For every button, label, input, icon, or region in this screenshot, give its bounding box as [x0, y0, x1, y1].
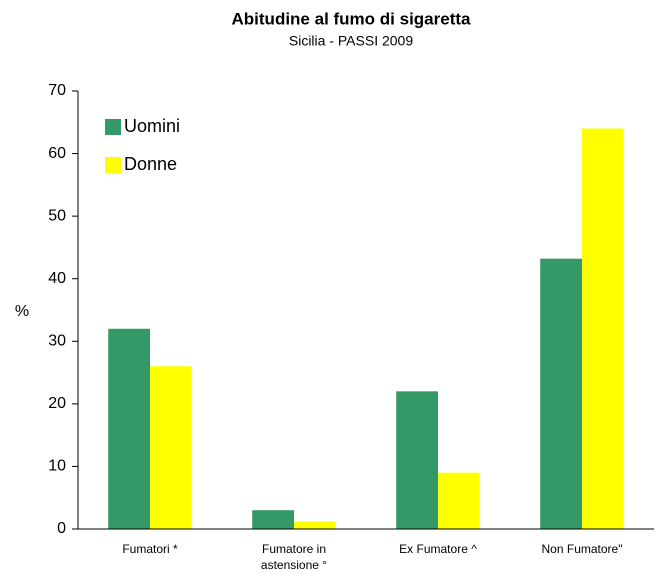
- x-tick-label: Ex Fumatore ^: [399, 542, 477, 556]
- legend-swatch: [105, 119, 121, 135]
- legend-label: Donne: [124, 154, 177, 174]
- x-tick-label: Fumatore in astensione °: [260, 542, 328, 572]
- bar: [150, 366, 192, 529]
- bar: [294, 521, 336, 529]
- x-tick-label: Non Fumatore": [541, 542, 623, 556]
- y-tick-label: 50: [48, 207, 66, 224]
- chart-subtitle: Sicilia - PASSI 2009: [289, 33, 413, 49]
- x-tick-label: Fumatori *: [122, 542, 178, 556]
- y-tick-label: 0: [57, 520, 66, 537]
- y-tick-label: 30: [48, 333, 66, 350]
- bar: [396, 391, 438, 529]
- chart-title: Abitudine al fumo di sigaretta: [232, 9, 472, 28]
- bar: [438, 472, 480, 529]
- y-tick-label: 70: [48, 82, 66, 99]
- legend-label: Uomini: [124, 116, 180, 136]
- y-tick-label: 40: [48, 270, 66, 287]
- y-tick-label: 20: [48, 395, 66, 412]
- y-tick-label: 10: [48, 458, 66, 475]
- y-tick-label: 60: [48, 145, 66, 162]
- bar: [582, 128, 624, 530]
- bar: [252, 510, 294, 529]
- legend-swatch: [105, 157, 121, 173]
- bar: [540, 258, 582, 529]
- bar: [108, 328, 150, 529]
- y-axis-label: %: [15, 303, 29, 320]
